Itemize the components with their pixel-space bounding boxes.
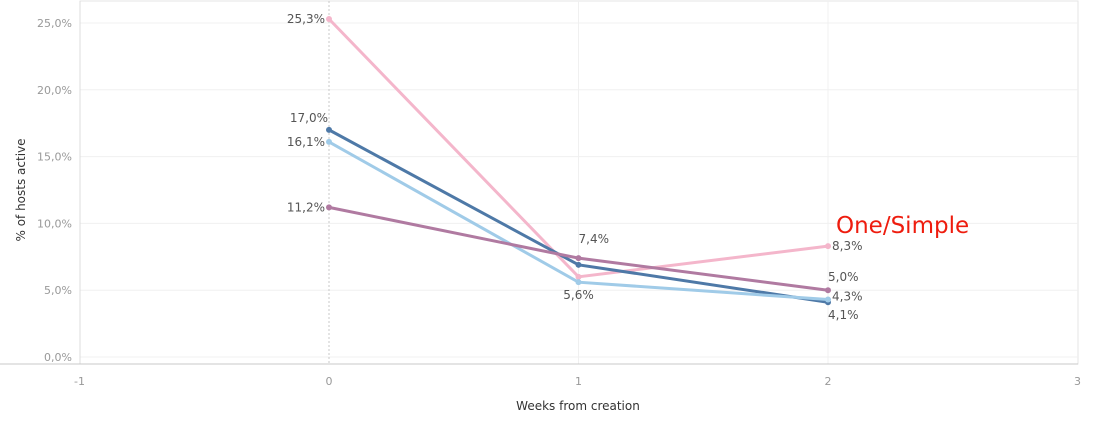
data-label: 8,3%	[832, 239, 863, 253]
x-tick-label: 3	[1074, 375, 1081, 388]
data-point	[825, 243, 831, 250]
x-tick-label: -1	[74, 375, 85, 388]
y-axis-label: % of hosts active	[14, 138, 28, 241]
x-tick-label: 0	[326, 375, 333, 388]
data-point	[575, 279, 582, 286]
data-label: 17,0%	[290, 111, 328, 125]
data-label: 16,1%	[287, 135, 325, 149]
data-point	[326, 204, 332, 211]
data-point	[326, 15, 332, 22]
data-point	[575, 273, 582, 280]
data-label: 11,2%	[287, 200, 325, 214]
data-label: 7,4%	[579, 232, 610, 246]
y-tick-label: 25,0%	[37, 17, 72, 30]
data-point	[575, 261, 582, 268]
data-point	[575, 255, 582, 262]
y-tick-label: 5,0%	[44, 284, 72, 297]
y-tick-label: 20,0%	[37, 84, 72, 97]
data-point	[825, 296, 831, 303]
data-label: 25,3%	[287, 12, 325, 26]
y-tick-label: 0,0%	[44, 351, 72, 364]
data-point	[326, 126, 332, 133]
data-point	[326, 138, 332, 145]
x-axis-label: Weeks from creation	[516, 399, 640, 413]
data-label: 5,0%	[828, 270, 859, 284]
data-label: 4,3%	[832, 290, 863, 304]
series-lines	[326, 15, 831, 306]
x-tick-label: 2	[825, 375, 832, 388]
data-label: 5,6%	[563, 288, 594, 302]
gridlines	[79, 0, 1079, 365]
y-tick-label: 15,0%	[37, 151, 72, 164]
data-labels: 25,3% 8,3% 17,0% 4,1% 16,1% 5,6% 4,3% 11,2% 7,4%…	[287, 12, 863, 322]
axes: 0,0% 5,0% 10,0% 15,0% 20,0% 25,0% -1 0 1 2 3	[0, 1, 1081, 388]
data-label: 4,1%	[828, 308, 859, 322]
annotation-label: One/Simple	[836, 213, 969, 239]
x-tick-label: 1	[575, 375, 582, 388]
data-point	[825, 287, 831, 294]
y-tick-label: 10,0%	[37, 217, 72, 230]
